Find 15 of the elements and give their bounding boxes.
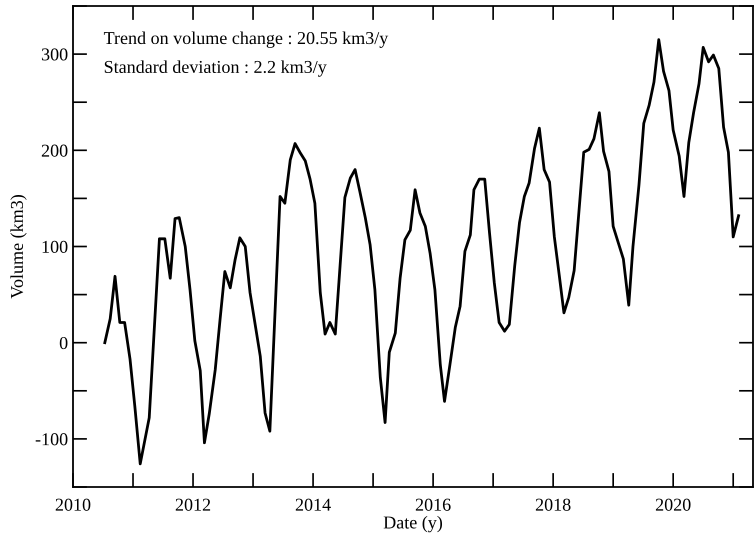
annotation: Standard deviation : 2.2 km3/y — [104, 60, 327, 77]
x-tick-label: 2018 — [536, 498, 571, 511]
x-tick-label: 2016 — [416, 498, 451, 511]
x-tick-label: 2010 — [56, 498, 90, 511]
x-axis-title: Date (y) — [384, 516, 442, 532]
y-tick-label: 0 — [60, 336, 68, 350]
y-tick-label: 300 — [42, 48, 68, 61]
y-tick-label: -100 — [36, 433, 68, 446]
y-tick-label: 100 — [42, 240, 68, 253]
x-tick-label: 2020 — [656, 498, 691, 511]
x-tick-label: 2012 — [176, 498, 210, 511]
x-tick-label: 2014 — [296, 498, 331, 511]
annotation: Trend on volume change : 20.55 km3/y — [104, 31, 388, 48]
y-tick-label: 200 — [42, 144, 68, 157]
y-axis-title: Volume (km3) — [10, 195, 27, 299]
